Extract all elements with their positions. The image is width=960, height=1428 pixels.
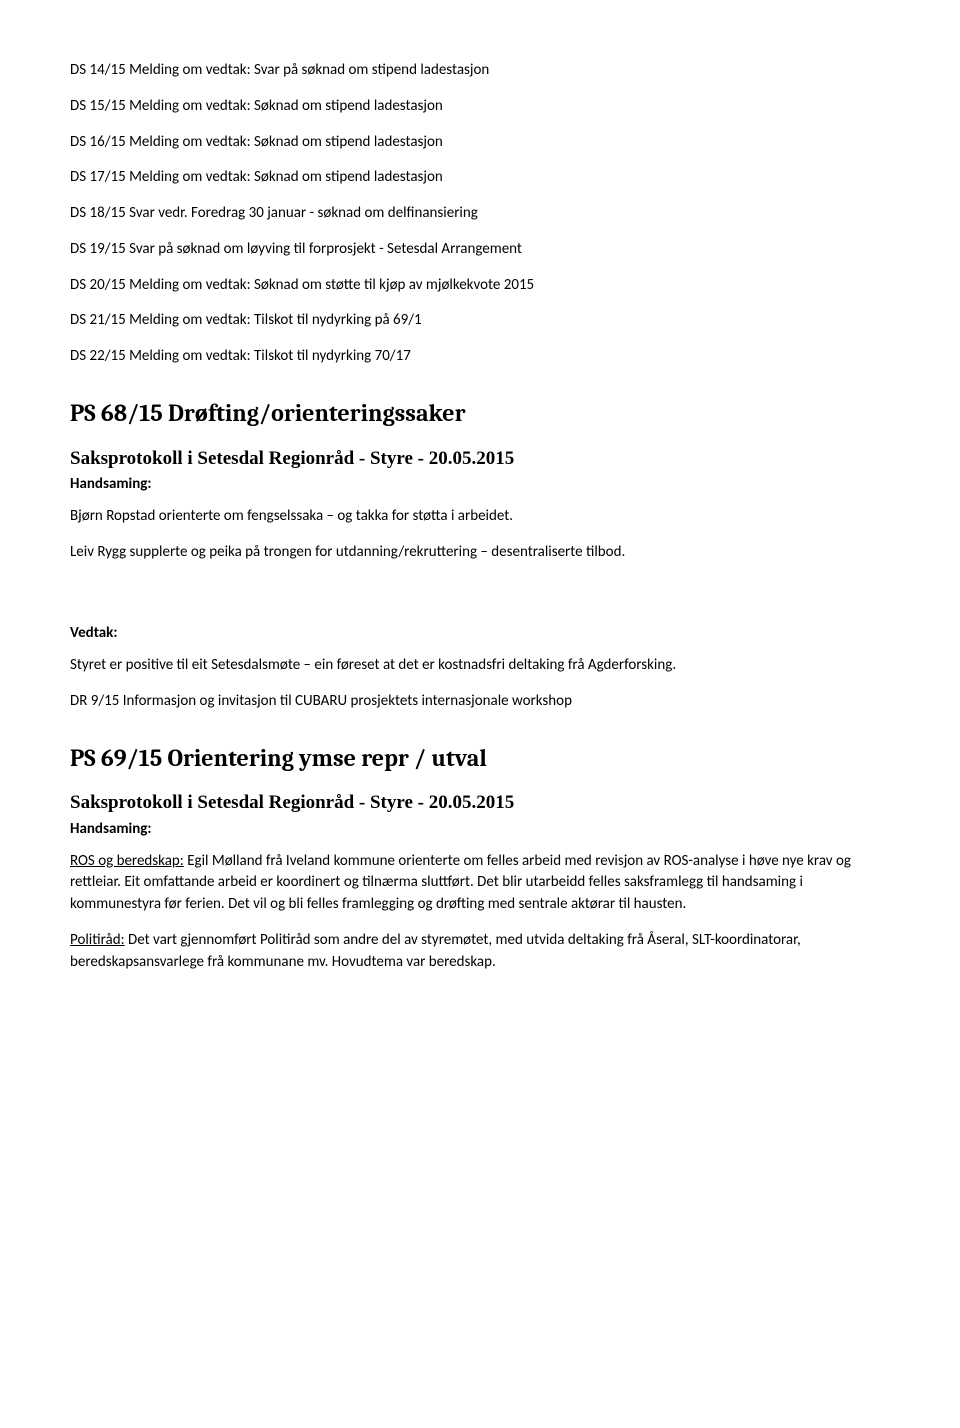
- section-heading-68: PS 68/15 Drøfting/orienteringssaker: [70, 396, 890, 431]
- politirad-prefix: Politiråd:: [70, 931, 125, 949]
- ds-item: DS 14/15 Melding om vedtak: Svar på søkn…: [70, 60, 890, 82]
- handsaming-label: Handsaming:: [70, 819, 890, 841]
- ds-item: DS 15/15 Melding om vedtak: Søknad om st…: [70, 96, 890, 118]
- body-text: Bjørn Ropstad orienterte om fengselssaka…: [70, 506, 890, 528]
- ds-item: DS 16/15 Melding om vedtak: Søknad om st…: [70, 132, 890, 154]
- section-heading-69: PS 69/15 Orientering ymse repr / utval: [70, 741, 890, 776]
- section-subheading-68: Saksprotokoll i Setesdal Regionråd - Sty…: [70, 445, 890, 473]
- ds-item: DS 19/15 Svar på søknad om løyving til f…: [70, 239, 890, 261]
- ros-paragraph: ROS og beredskap: Egil Mølland frå Ivela…: [70, 851, 890, 916]
- vedtak-label: Vedtak:: [70, 623, 890, 645]
- ds-item: DS 18/15 Svar vedr. Foredrag 30 januar -…: [70, 203, 890, 225]
- ros-body: Egil Mølland frå Iveland kommune oriente…: [70, 852, 851, 914]
- politirad-paragraph: Politiråd: Det vart gjennomført Politirå…: [70, 930, 890, 974]
- vedtak-text: Styret er positive til eit Setesdalsmøte…: [70, 655, 890, 677]
- handsaming-label: Handsaming:: [70, 474, 890, 496]
- ds-item: DS 20/15 Melding om vedtak: Søknad om st…: [70, 275, 890, 297]
- ds-item: DS 17/15 Melding om vedtak: Søknad om st…: [70, 167, 890, 189]
- ds-item: DS 22/15 Melding om vedtak: Tilskot til …: [70, 346, 890, 368]
- ds-item: DS 21/15 Melding om vedtak: Tilskot til …: [70, 310, 890, 332]
- section-subheading-69: Saksprotokoll i Setesdal Regionråd - Sty…: [70, 789, 890, 817]
- dr-text: DR 9/15 Informasjon og invitasjon til CU…: [70, 691, 890, 713]
- body-text: Leiv Rygg supplerte og peika på trongen …: [70, 542, 890, 564]
- ros-prefix: ROS og beredskap:: [70, 852, 184, 870]
- politirad-body: Det vart gjennomført Politiråd som andre…: [70, 931, 801, 971]
